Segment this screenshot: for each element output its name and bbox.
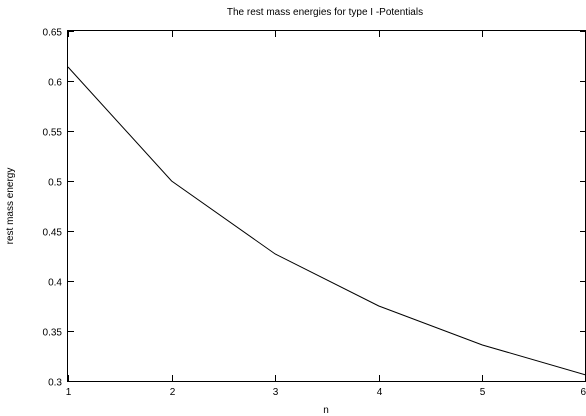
x-axis-label: n	[323, 405, 329, 416]
x-axis-ticks: 1 2 3 4 5 6	[66, 31, 586, 398]
y-tick-label: 0.3	[48, 378, 62, 389]
y-tick-label: 0.55	[43, 128, 63, 139]
x-tick-label: 4	[377, 387, 383, 398]
series-group	[67, 66, 586, 376]
x-tick-label: 6	[580, 387, 586, 398]
y-tick-label: 0.5	[48, 178, 62, 189]
y-axis-label: rest mass energy	[5, 168, 16, 245]
chart-title: The rest mass energies for type I -Poten…	[227, 7, 423, 18]
y-tick-label: 0.45	[43, 228, 63, 239]
y-axis-ticks: 0.3 0.35 0.4 0.45 0.5 0.55 0.6 0.65	[43, 28, 586, 389]
x-tick-label: 1	[66, 387, 72, 398]
y-tick-label: 0.65	[43, 28, 63, 39]
y-tick-label: 0.35	[43, 328, 63, 339]
x-tick-label: 3	[273, 387, 279, 398]
x-tick-label: 5	[480, 387, 486, 398]
y-tick-label: 0.4	[48, 278, 62, 289]
series-line	[67, 66, 586, 376]
plot-frame	[67, 30, 586, 382]
x-tick-label: 2	[170, 387, 176, 398]
y-tick-label: 0.6	[48, 78, 62, 89]
